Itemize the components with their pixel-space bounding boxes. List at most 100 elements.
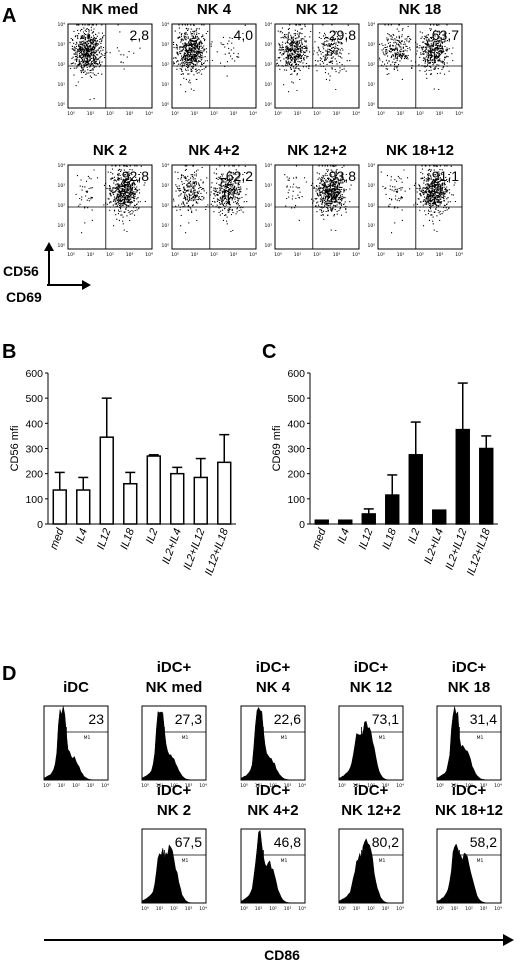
plot-title: NK 18 [448,679,491,696]
x-tick-label: 10¹ [87,111,95,117]
x-tick-label: 10³ [382,906,390,912]
x-tick-label: 10⁴ [455,252,463,258]
plot-title: NK 18 [399,1,442,18]
x-tick-label: 10³ [480,906,488,912]
plot-title: NK med [82,1,139,18]
bar [193,476,208,525]
x-tick-label: IL12 [357,527,376,551]
x-tick-label: 10² [106,252,114,258]
bar [146,455,161,525]
y-tick-label: 10² [161,203,169,209]
plot-title: NK 2 [93,142,127,159]
dot-cloud [75,165,146,234]
y-tick-label: 10⁴ [264,22,272,28]
y-tick-label: 10³ [161,42,169,48]
x-tick-label: 10⁴ [396,906,404,912]
plot-title: iDC+ [354,659,389,676]
y-tick-label: 400 [287,418,305,430]
dot-cloud [173,165,248,234]
arrow-head [82,280,91,290]
x-tick-label: 10² [465,906,473,912]
x-tick-label: 10⁰ [67,111,75,117]
panel-letter-c: C [262,341,276,363]
x-tick-label: 10² [170,906,178,912]
x-tick-label: 10⁴ [494,906,502,912]
y-tick-label: 10³ [57,183,65,189]
bar [361,513,376,525]
x-tick-label: 10⁴ [101,783,109,789]
x-tick-label: IL4 [336,527,353,545]
x-tick-label: 10¹ [156,783,164,789]
y-tick-label: 10³ [367,42,375,48]
y-tick-label: 600 [25,368,43,380]
plot-title: NK med [146,679,203,696]
x-tick-label: 10¹ [294,111,302,117]
histogram-area [338,838,403,904]
bar [52,489,67,525]
x-tick-label: 10¹ [156,906,164,912]
percentage-label: 2,8 [130,27,150,43]
bar [99,436,114,525]
x-tick-label: IL2+IL12 [182,527,208,572]
histogram-area [240,706,305,781]
gate-label: M1 [477,735,484,741]
histogram-plot: iDC+ NK 12+2 M1 80,2 10⁰ 10¹ 10² 10³ 10⁴ [338,782,404,912]
y-tick-label: 10¹ [367,82,375,88]
x-tick-label: 10² [170,783,178,789]
x-tick-label: 10² [367,906,375,912]
percentage-label: 23 [88,711,104,727]
y-tick-label: 10³ [264,183,272,189]
x-tick-label: 10² [416,252,424,258]
gate-label: M1 [84,735,91,741]
y-tick-label: 10⁴ [367,163,375,169]
percentage-label: 27,3 [175,711,202,727]
y-tick-label: 0 [299,519,305,531]
histogram-area [141,844,206,904]
x-tick-label: 10¹ [397,111,405,117]
y-tick-label: 10² [367,203,375,209]
percentage-label: 29,8 [329,27,356,43]
percentage-label: 73,1 [372,711,399,727]
percentage-label: 92,8 [122,168,149,184]
x-tick-label: 10⁴ [199,783,207,789]
x-tick-label: 10² [106,111,114,117]
panel-letter-a: A [2,5,16,27]
histogram-plot: iDC+ NK 4+2 M1 46,8 10⁰ 10¹ 10² 10³ 10⁴ [240,782,306,912]
y-tick-label: 300 [287,444,305,456]
x-tick-label: 10⁴ [352,252,360,258]
panel-letter-d: D [2,663,16,685]
y-tick-label: 200 [25,469,43,481]
histogram-plot: iDC+ NK 2 M1 67,5 10⁰ 10¹ 10² 10³ 10⁴ [141,782,207,912]
y-tick-label: 500 [287,393,305,405]
x-tick-label: IL2+IL4 [422,527,446,566]
y-tick-label: 600 [287,368,305,380]
percentage-label: 63,7 [432,27,459,43]
histogram-plot: iDC M1 23 10⁰ 10¹ 10² 10³ 10⁴ [43,679,109,789]
y-tick-label: 10⁴ [161,22,169,28]
bar [455,428,470,525]
y-tick-label: 10⁰ [57,102,65,108]
x-tick-label: 10⁰ [338,783,346,789]
x-tick-label: 10³ [126,111,134,117]
y-tick-label: 10¹ [264,82,272,88]
y-tick-label: 10¹ [57,223,65,229]
x-tick-label: 10² [313,252,321,258]
percentage-label: 4,0 [234,27,254,43]
x-tick-label: IL12+IL18 [203,526,231,577]
y-tick-label: 10⁰ [161,243,169,249]
gate-label: M1 [182,858,189,864]
y-tick-label: 10⁰ [264,102,272,108]
x-tick-label: 10² [210,111,218,117]
x-tick-label: 10⁰ [43,783,51,789]
x-tick-label: IL18 [380,526,399,551]
percentage-label: 31,4 [470,711,497,727]
x-tick-label: 10¹ [255,783,263,789]
histogram-plot: iDC+ NK med M1 27,3 10⁰ 10¹ 10² 10³ 10⁴ [141,659,207,789]
y-axis-title: CD56 mfi [9,426,21,472]
y-tick-label: 10⁰ [57,243,65,249]
